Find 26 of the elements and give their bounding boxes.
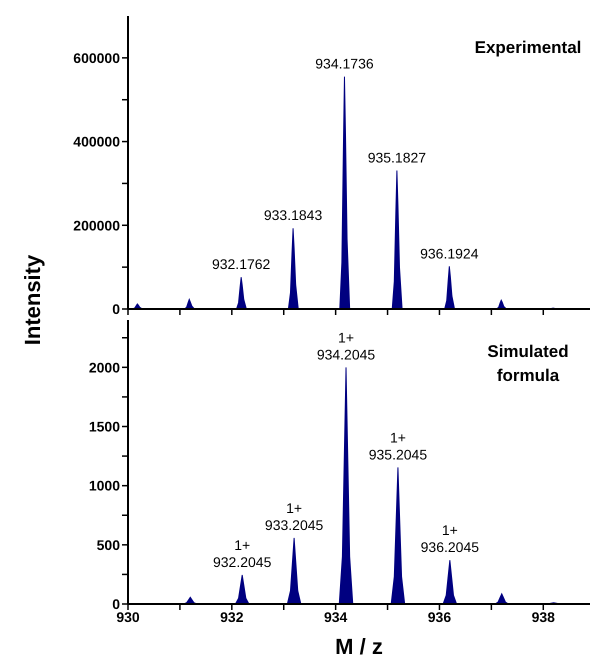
annotation: 1+ 936.2045 bbox=[420, 522, 480, 556]
annotation: 1+ 934.2045 bbox=[316, 329, 376, 362]
y-tick-label: 200000 bbox=[73, 217, 120, 234]
annotation: 1+ 932.2045 bbox=[213, 537, 272, 570]
y-tick-label: 400000 bbox=[73, 134, 120, 150]
y-tick-label: 500 bbox=[96, 536, 120, 553]
annotation: 932.1762 bbox=[212, 256, 271, 272]
x-tick-label: 938 bbox=[532, 608, 556, 625]
y-tick-label: 600000 bbox=[73, 50, 120, 66]
x-tick-label: 932 bbox=[220, 608, 244, 625]
x-tick-label: 936 bbox=[428, 608, 452, 625]
annotation: Experimental bbox=[474, 37, 582, 59]
annotation: 1+ 935.2045 bbox=[368, 429, 428, 462]
annotation: 934.1736 bbox=[315, 56, 374, 72]
annotation: 933.1843 bbox=[264, 207, 322, 224]
annotation: 1+ 933.2045 bbox=[264, 500, 324, 533]
y-tick-label: 0 bbox=[112, 300, 120, 317]
annotation: Simulated formula bbox=[486, 341, 570, 387]
y-axis-title: Intensity bbox=[20, 254, 46, 346]
annotation: 935.1827 bbox=[368, 149, 426, 166]
annotation: 936.1924 bbox=[420, 245, 479, 262]
x-axis-title: M / z bbox=[335, 634, 383, 659]
x-tick-label: 934 bbox=[324, 608, 348, 625]
y-tick-label: 2000 bbox=[88, 359, 120, 376]
y-tick-label: 1000 bbox=[88, 478, 120, 494]
y-tick-label: 1500 bbox=[88, 418, 120, 434]
